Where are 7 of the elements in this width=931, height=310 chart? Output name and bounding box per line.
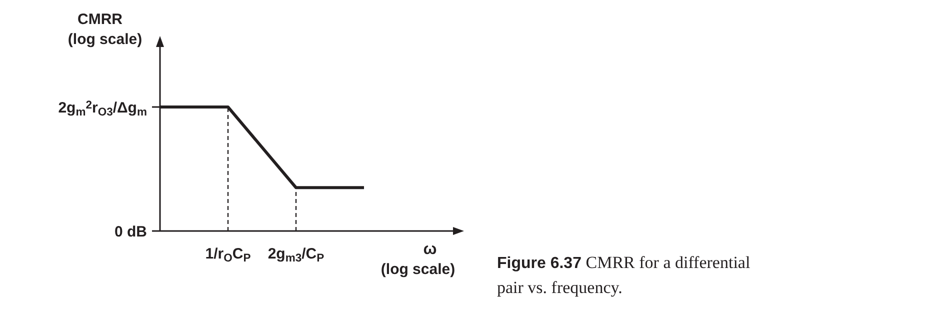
text: 0 dB — [114, 223, 148, 240]
x-tick-label: 1/r$_{O}$C$_{P}$ — [205, 245, 252, 265]
text: 2g$_{m}$$^{2}$r$_{O3}$/Δg$_{m}$ — [58, 98, 147, 119]
x-tick-label: 2g$_{m3}$/C$_{P}$ — [268, 245, 325, 265]
x-axis-title: ω (log scale) — [380, 241, 456, 278]
y-axis-title: CMRR (log scale) — [68, 11, 142, 48]
caption: Figure 6.37 CMRR for a differential pair vs. frequency. — [497, 253, 750, 297]
